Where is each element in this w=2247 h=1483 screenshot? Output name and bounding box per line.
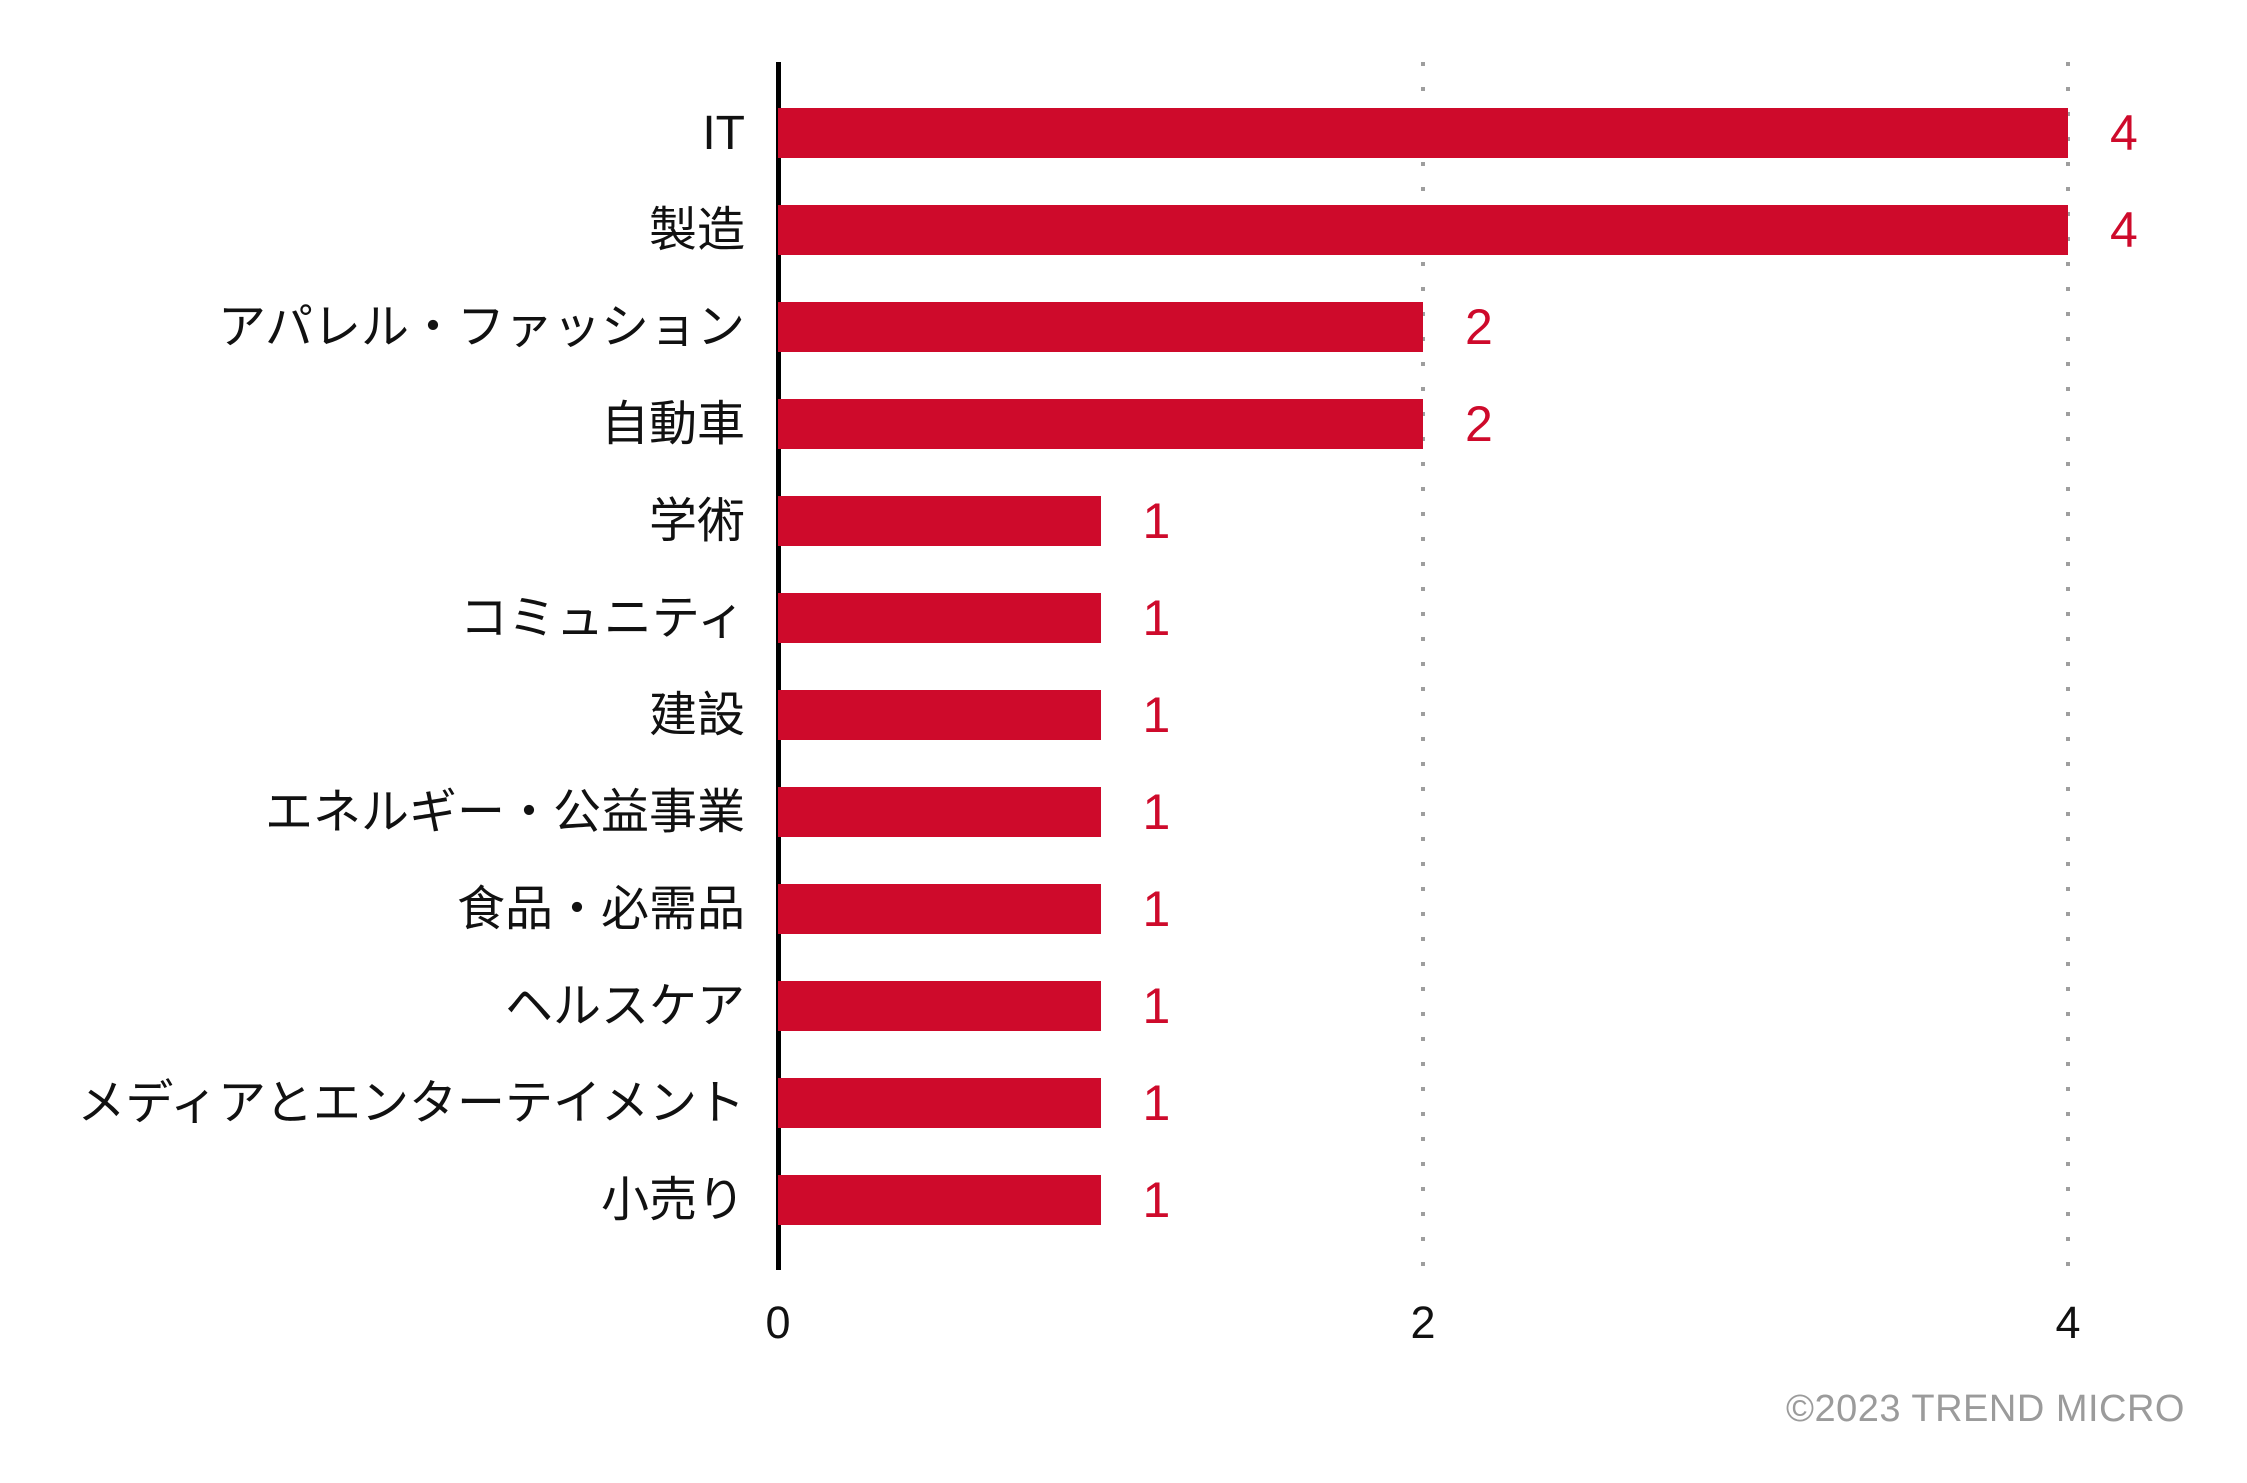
bar (778, 787, 1101, 837)
value-label: 4 (2110, 202, 2138, 258)
copyright-text: ©2023 TREND MICRO (1785, 1388, 2185, 1430)
value-label: 1 (1142, 493, 1171, 549)
bar (778, 496, 1101, 546)
category-label: 自動車 (600, 398, 745, 451)
value-label: 4 (2110, 105, 2138, 161)
category-label: 食品・必需品 (456, 883, 745, 936)
category-label: 製造 (648, 204, 745, 257)
bar (778, 399, 1423, 449)
value-label: 1 (1142, 1075, 1171, 1131)
bar (778, 205, 2068, 255)
value-label: 1 (1142, 881, 1171, 937)
category-label: アパレル・ファッション (217, 301, 745, 354)
value-label: 1 (1142, 978, 1171, 1034)
category-label: 小売り (600, 1174, 745, 1227)
category-label: ヘルスケア (504, 980, 745, 1033)
category-label: 学術 (648, 495, 745, 548)
x-tick-label: 4 (2055, 1297, 2081, 1348)
value-label: 1 (1142, 590, 1171, 646)
value-label: 1 (1142, 687, 1171, 743)
bar (778, 302, 1423, 352)
bar (778, 690, 1101, 740)
bar (778, 1175, 1101, 1225)
gridline-x-4 (2066, 62, 2070, 1278)
x-tick-label: 2 (1410, 1297, 1436, 1348)
value-label: 2 (1465, 299, 1493, 355)
bar (778, 108, 2068, 158)
bar (778, 981, 1101, 1031)
x-tick-label: 0 (765, 1297, 791, 1348)
gridline-x-2 (1421, 62, 1425, 1278)
bar (778, 884, 1101, 934)
category-label: メディアとエンターテイメント (77, 1077, 745, 1130)
bar (778, 1078, 1101, 1128)
category-label: 建設 (648, 689, 745, 742)
category-label: IT (702, 107, 745, 160)
category-label: コミュニティ (459, 592, 745, 645)
value-label: 1 (1142, 784, 1171, 840)
value-label: 2 (1465, 396, 1493, 452)
value-label: 1 (1142, 1172, 1171, 1228)
y-axis-line (776, 62, 781, 1270)
bar (778, 593, 1101, 643)
category-label: エネルギー・公益事業 (264, 786, 745, 839)
